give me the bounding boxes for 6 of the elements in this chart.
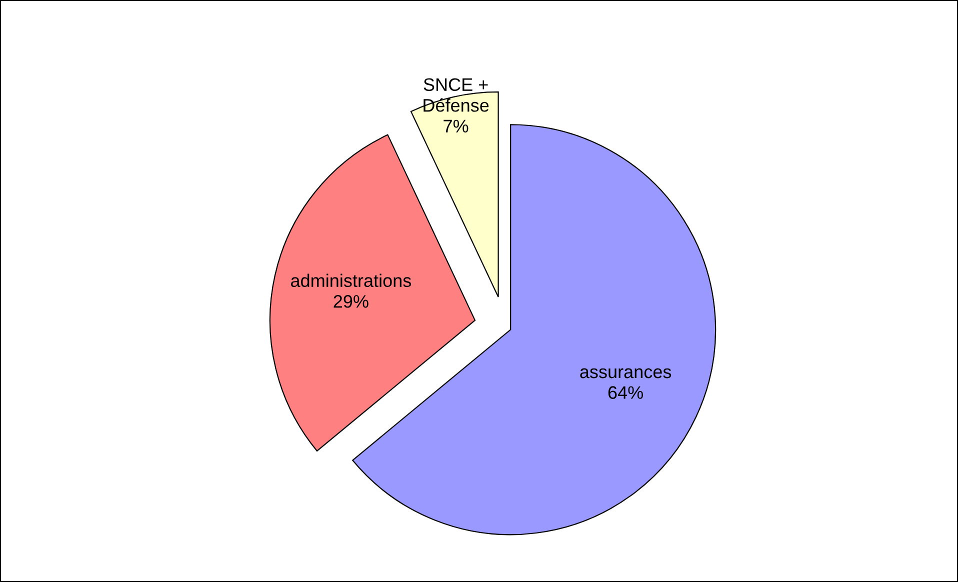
data-label: 64% <box>608 386 643 399</box>
slice-label: SNCE + Défense <box>424 78 489 112</box>
slice-label: administrations <box>291 274 412 288</box>
data-label: 29% <box>334 295 368 308</box>
slice-label: assurances <box>580 368 672 378</box>
data-label: 7% <box>444 120 468 132</box>
